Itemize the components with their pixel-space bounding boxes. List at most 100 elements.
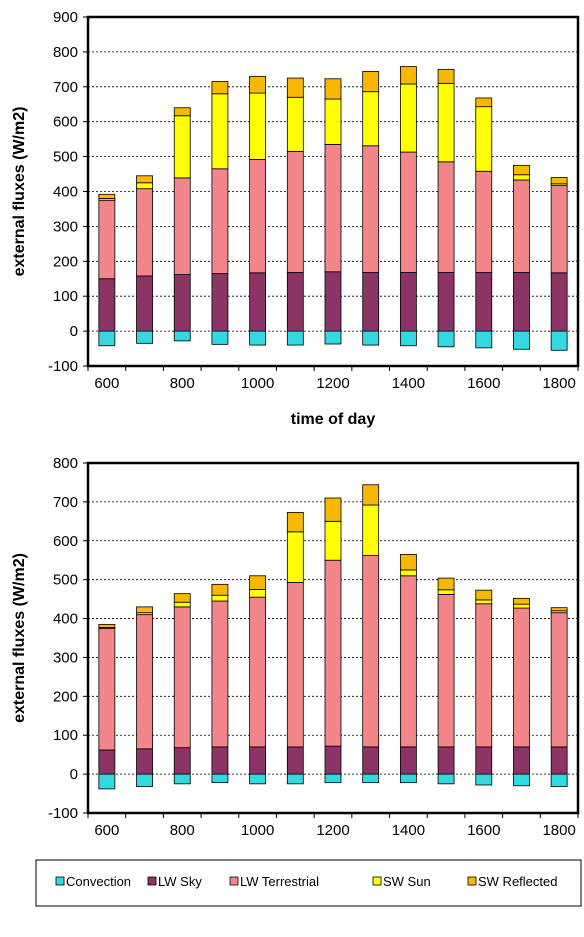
bar-segment-convection xyxy=(286,773,304,785)
bar-segment-convection xyxy=(173,330,191,342)
legend-label: SW Reflected xyxy=(478,874,557,889)
bar-segment-sw-sun xyxy=(437,82,455,163)
bar-segment-lw-sky xyxy=(249,746,267,775)
bar-segment-sw-reflected xyxy=(136,606,153,614)
legend-box xyxy=(35,859,582,907)
bar-segment-sw-reflected xyxy=(399,553,417,571)
y-tick-label: 500 xyxy=(53,572,78,589)
bar-segment-lw-terrestrial xyxy=(173,177,191,275)
x-tick-label: 800 xyxy=(170,375,195,392)
bar-segment-lw-terrestrial xyxy=(550,612,568,748)
bar-segment-convection xyxy=(475,773,493,786)
bar-segment-convection xyxy=(98,330,116,347)
bar-segment-lw-terrestrial xyxy=(249,158,267,274)
bar-segment-lw-sky xyxy=(475,746,493,775)
x-tick-label: 1600 xyxy=(467,375,500,392)
bar-segment-sw-sun xyxy=(249,92,267,160)
bar-segment-sw-reflected xyxy=(513,164,530,176)
bar-segment-sw-sun xyxy=(173,601,191,608)
bar-segment-lw-sky xyxy=(136,748,153,775)
bar-segment-sw-sun xyxy=(286,96,304,152)
x-tick-label: 1800 xyxy=(542,822,575,839)
y-tick-label: 300 xyxy=(53,649,78,666)
bar-segment-sw-sun xyxy=(475,599,493,605)
bar-segment-sw-reflected xyxy=(513,597,530,605)
bar-segment-lw-sky xyxy=(211,746,229,775)
bar-segment-lw-sky xyxy=(324,271,342,332)
bar-segment-sw-sun xyxy=(362,504,380,556)
bar-segment-convection xyxy=(136,773,153,787)
bar-segment-sw-sun xyxy=(513,603,530,609)
y-tick-label: 0 xyxy=(70,766,78,783)
bar-segment-lw-terrestrial xyxy=(324,559,342,747)
bar-segment-lw-terrestrial xyxy=(362,555,380,748)
bar-segment-sw-reflected xyxy=(173,593,191,603)
legend-label: LW Sky xyxy=(158,874,202,889)
bar-segment-sw-reflected xyxy=(211,81,229,95)
legend-label: Convection xyxy=(66,874,131,889)
bar-segment-convection xyxy=(211,330,229,345)
x-tick-label: 1000 xyxy=(241,822,274,839)
bar-segment-lw-terrestrial xyxy=(399,575,417,748)
bar-segment-lw-sky xyxy=(399,746,417,775)
bar-segment-lw-sky xyxy=(173,274,191,332)
bar-segment-convection xyxy=(173,773,191,785)
bar-segment-lw-terrestrial xyxy=(399,151,417,273)
y-tick-label: 400 xyxy=(53,184,78,201)
bar-segment-lw-sky xyxy=(173,747,191,775)
bar-segment-sw-sun xyxy=(399,569,417,577)
bar-segment-convection xyxy=(513,330,530,350)
bar-segment-lw-terrestrial xyxy=(173,606,191,749)
bar-segment-sw-reflected xyxy=(475,589,493,601)
bar-segment-lw-sky xyxy=(550,272,568,332)
y-tick-label: 200 xyxy=(53,253,78,270)
bar-segment-sw-sun xyxy=(211,93,229,170)
bar-segment-sw-sun xyxy=(324,520,342,561)
bar-segment-lw-sky xyxy=(211,273,229,332)
y-tick-label: 100 xyxy=(53,288,78,305)
y-tick-label: 600 xyxy=(53,533,78,550)
y-tick-label: 800 xyxy=(53,44,78,61)
bar-segment-sw-reflected xyxy=(98,623,116,628)
x-tick-label: 1200 xyxy=(316,822,349,839)
bar-segment-lw-terrestrial xyxy=(286,150,304,273)
bar-segment-lw-sky xyxy=(286,746,304,775)
bar-segment-sw-sun xyxy=(399,83,417,153)
bar-segment-lw-sky xyxy=(399,272,417,332)
bar-segment-sw-sun xyxy=(211,594,229,602)
bar-segment-lw-sky xyxy=(249,272,267,332)
plot-area-frame xyxy=(86,461,580,815)
bar-segment-sw-sun xyxy=(249,588,267,598)
y-tick-label: 100 xyxy=(53,727,78,744)
bar-segment-convection xyxy=(136,330,153,344)
bar-segment-sw-reflected xyxy=(249,75,267,94)
y-tick-label: 700 xyxy=(53,79,78,96)
bar-segment-lw-sky xyxy=(550,746,568,775)
bar-segment-lw-sky xyxy=(513,272,530,332)
y-tick-label: 400 xyxy=(53,611,78,628)
bar-segment-sw-sun xyxy=(362,91,380,147)
legend-swatch-convection xyxy=(55,876,65,886)
legend-swatch-sw-sun xyxy=(372,876,382,886)
bar-segment-sw-reflected xyxy=(173,107,191,117)
bar-segment-convection xyxy=(399,773,417,784)
bar-segment-lw-terrestrial xyxy=(98,627,116,751)
bar-segment-sw-sun xyxy=(173,115,191,179)
bar-segment-convection xyxy=(399,330,417,347)
bar-segment-convection xyxy=(98,773,116,790)
bar-segment-sw-reflected xyxy=(324,78,342,100)
bar-segment-lw-terrestrial xyxy=(513,607,530,748)
bar-segment-lw-terrestrial xyxy=(211,600,229,748)
x-tick-label: 1400 xyxy=(392,375,425,392)
bar-segment-sw-reflected xyxy=(136,175,153,184)
bar-segment-sw-reflected xyxy=(286,77,304,98)
bar-segment-lw-sky xyxy=(98,749,116,775)
bar-segment-lw-terrestrial xyxy=(98,199,116,280)
bar-segment-lw-terrestrial xyxy=(362,145,380,273)
bar-segment-lw-terrestrial xyxy=(324,143,342,273)
bar-segment-lw-terrestrial xyxy=(136,188,153,277)
bar-segment-lw-sky xyxy=(437,746,455,775)
y-tick-label: 0 xyxy=(70,323,78,340)
bar-segment-lw-terrestrial xyxy=(513,179,530,273)
